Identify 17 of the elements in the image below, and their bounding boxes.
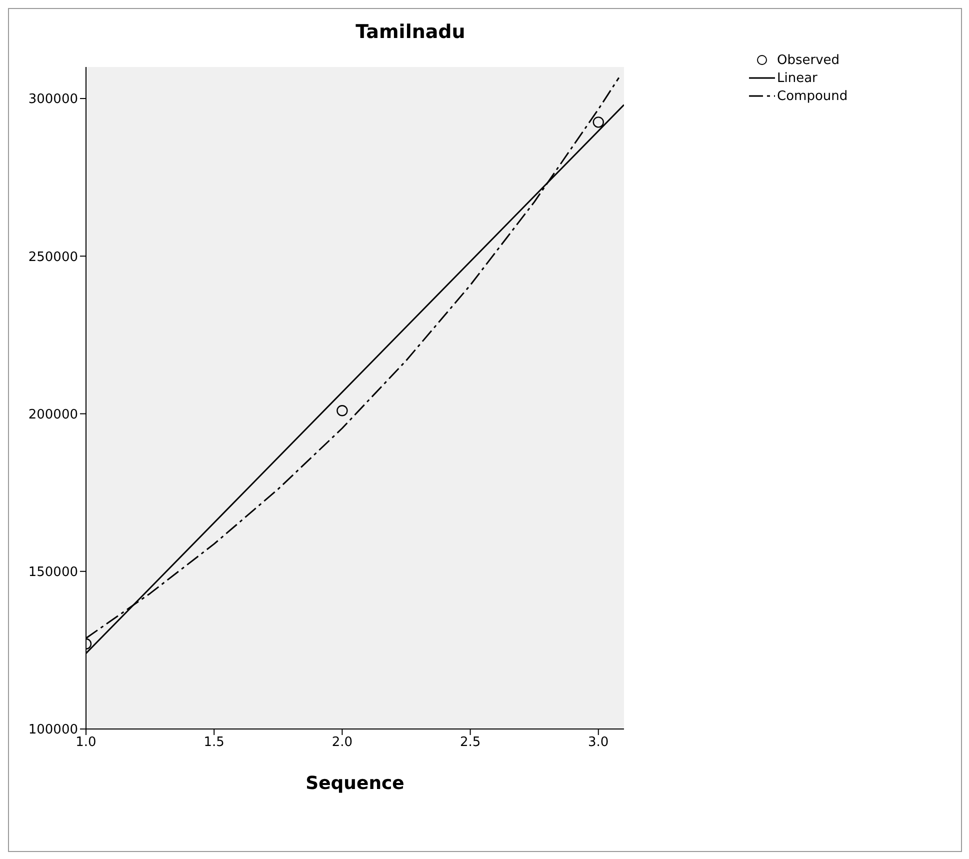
x-tick-label: 1.0 [76, 735, 96, 750]
legend-label: Observed [777, 52, 840, 68]
y-tick-label: 150000 [28, 564, 78, 580]
x-tick-label: 2.5 [460, 735, 481, 750]
x-tick-label: 2.0 [332, 735, 353, 750]
chart-title: Tamilnadu [354, 21, 466, 43]
point [592, 116, 604, 128]
point [336, 405, 348, 416]
y-tick-label: 200000 [28, 407, 78, 422]
x-axis-title: Sequence [306, 773, 404, 794]
y-tick-label: 100000 [28, 722, 78, 738]
y-tick-label: 250000 [28, 250, 78, 265]
x-tick-label: 3.0 [588, 735, 609, 750]
y-tick-label: 300000 [28, 92, 78, 108]
x-tick-label: 1.5 [204, 735, 224, 750]
legend-label: Linear [777, 70, 818, 86]
legend-label: Compound [777, 88, 848, 104]
